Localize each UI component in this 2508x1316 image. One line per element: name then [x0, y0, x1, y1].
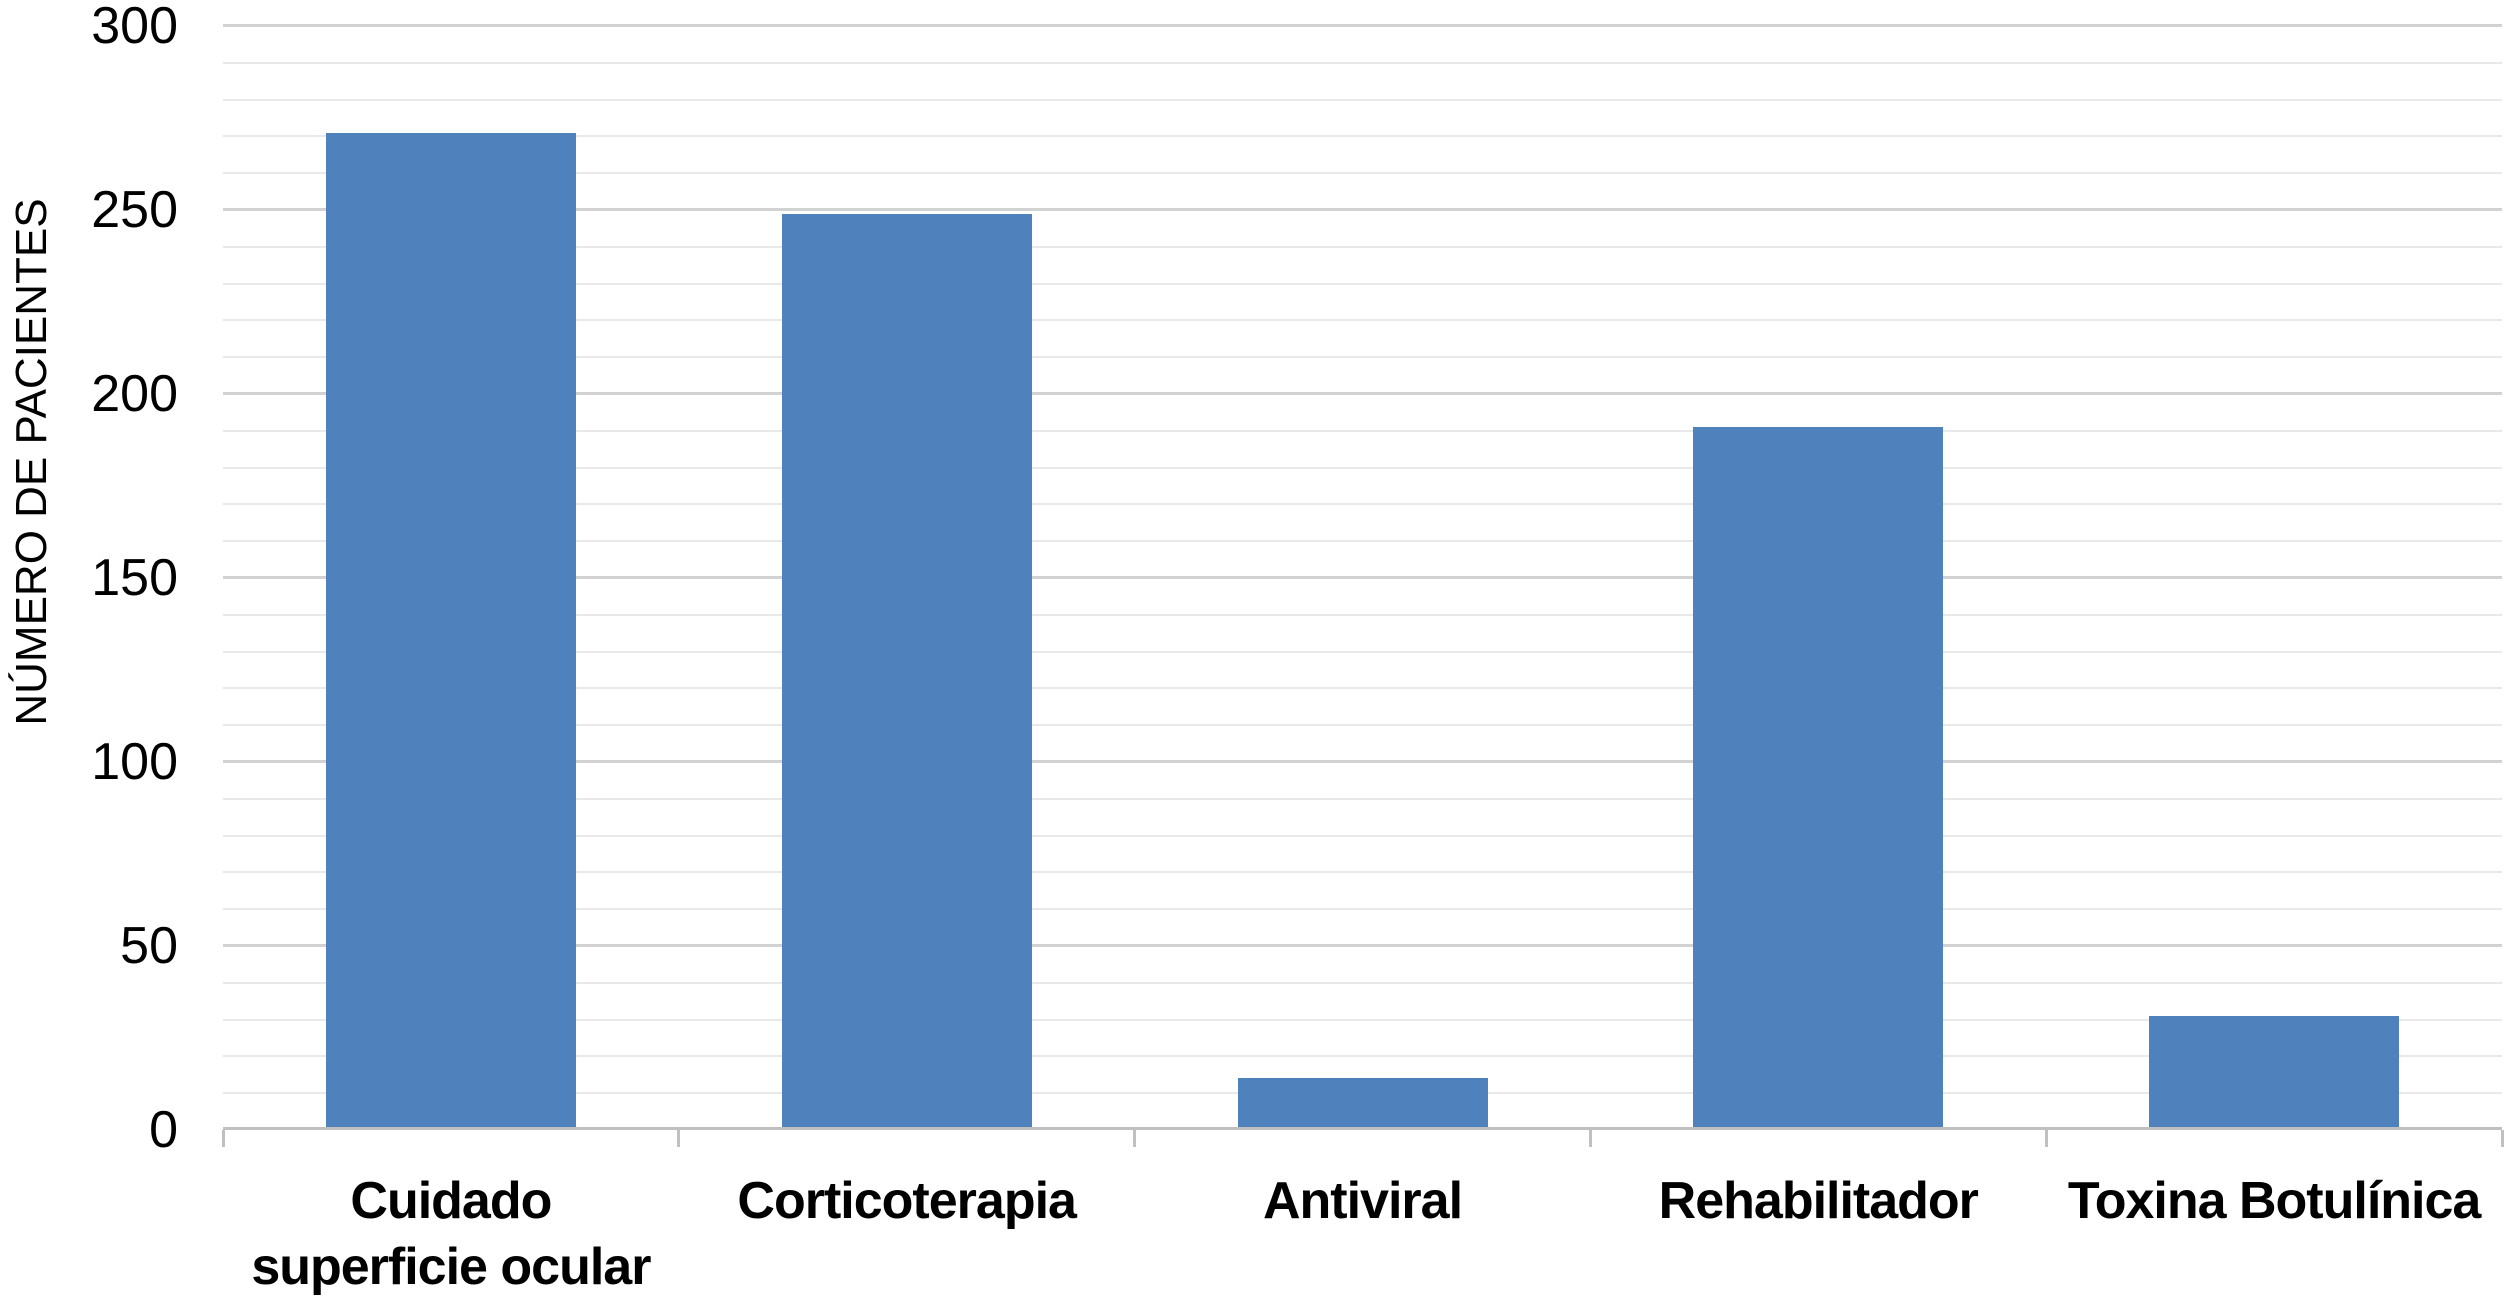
x-axis-tick [1588, 1130, 1592, 1147]
plot-area [221, 24, 2504, 1147]
minor-gridline [223, 834, 2502, 837]
y-tick-label-250: 250 [91, 181, 178, 239]
minor-gridline [223, 356, 2502, 359]
minor-gridline [223, 871, 2502, 874]
minor-gridline [223, 908, 2502, 911]
x-axis-line [223, 1127, 2502, 1130]
major-gridline [223, 24, 2502, 27]
minor-gridline [223, 540, 2502, 543]
minor-gridline [223, 503, 2502, 506]
category-label-line: Antiviral [1262, 1172, 1463, 1230]
x-axis-tick [2500, 1130, 2504, 1147]
category-label-line: Toxina Botulínica [2067, 1172, 2482, 1230]
bar-1 [325, 132, 576, 1130]
y-tick-label-150: 150 [91, 549, 178, 607]
y-tick-label-0: 0 [149, 1101, 178, 1159]
x-axis-tick [2044, 1130, 2048, 1147]
minor-gridline [223, 613, 2502, 616]
minor-gridline [223, 98, 2502, 101]
x-axis-tick [1133, 1130, 1137, 1147]
minor-gridline [223, 282, 2502, 285]
category-label-line: Corticoterapia [737, 1172, 1077, 1230]
category-label-line: Cuidado [350, 1172, 552, 1230]
bar-2 [781, 213, 1032, 1130]
y-tick-label-300: 300 [91, 0, 178, 55]
category-label-2: Corticoterapia [672, 1168, 1142, 1234]
minor-gridline [223, 1018, 2502, 1021]
major-gridline [223, 760, 2502, 763]
bar-5 [2149, 1015, 2400, 1130]
minor-gridline [223, 650, 2502, 653]
minor-gridline [223, 135, 2502, 138]
minor-gridline [223, 797, 2502, 800]
category-label-4: Rehabilitador [1583, 1168, 2053, 1234]
category-label-line: Rehabilitador [1658, 1172, 1979, 1230]
bar-3 [1237, 1078, 1488, 1130]
y-axis-title: NÚMERO DE PACIENTES [7, 198, 56, 726]
x-axis-tick [221, 1130, 225, 1147]
category-label-3: Antiviral [1128, 1168, 1598, 1234]
minor-gridline [223, 61, 2502, 64]
y-tick-label-200: 200 [91, 365, 178, 423]
major-gridline [223, 944, 2502, 947]
bar-4 [1693, 427, 1944, 1130]
minor-gridline [223, 172, 2502, 175]
major-gridline [223, 208, 2502, 211]
minor-gridline [223, 687, 2502, 690]
minor-gridline [223, 724, 2502, 727]
minor-gridline [223, 1055, 2502, 1058]
major-gridline [223, 392, 2502, 395]
x-axis-tick [677, 1130, 681, 1147]
category-label-1: Cuidado superficie ocular [216, 1168, 686, 1300]
minor-gridline [223, 466, 2502, 469]
y-tick-label-100: 100 [91, 733, 178, 791]
category-label-line: superficie ocular [251, 1238, 651, 1296]
minor-gridline [223, 429, 2502, 432]
major-gridline [223, 576, 2502, 579]
minor-gridline [223, 319, 2502, 322]
minor-gridline [223, 981, 2502, 984]
y-tick-label-50: 50 [120, 917, 178, 975]
minor-gridline [223, 245, 2502, 248]
category-label-5: Toxina Botulínica [2039, 1168, 2508, 1234]
